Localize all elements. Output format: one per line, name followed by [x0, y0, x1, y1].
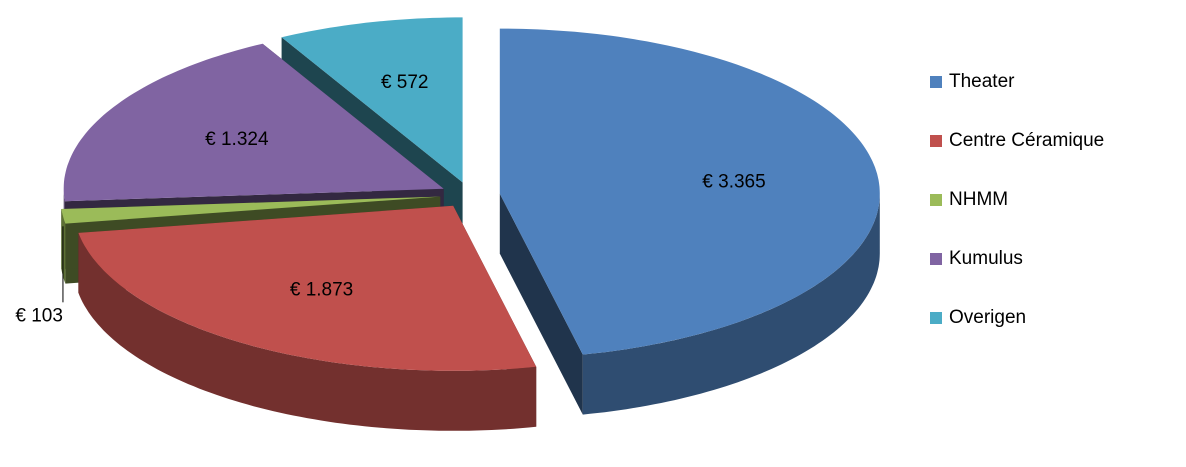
legend-label: Overigen [949, 307, 1026, 328]
legend-swatch [930, 194, 942, 206]
legend-swatch [930, 135, 942, 147]
data-label: € 1.873 [290, 280, 353, 301]
slice [78, 205, 537, 371]
slice [61, 196, 441, 224]
legend-swatch [930, 312, 942, 324]
data-label: € 1.324 [205, 129, 269, 150]
legend-label: Kumulus [949, 248, 1023, 269]
slice-side [582, 193, 880, 415]
legend-swatch [930, 253, 942, 265]
slice-side [78, 232, 537, 431]
data-label: € 103 [15, 305, 63, 326]
data-label: € 3.365 [702, 171, 765, 192]
legend-label: Theater [949, 71, 1015, 92]
legend-swatch [930, 76, 942, 88]
slice [499, 28, 880, 355]
slice [281, 17, 463, 183]
legend-label: Centre Céramique [949, 130, 1104, 151]
slice-wall [499, 193, 583, 415]
legend-label: NHMM [949, 189, 1008, 210]
slice [63, 43, 444, 202]
data-label: € 572 [381, 72, 429, 93]
